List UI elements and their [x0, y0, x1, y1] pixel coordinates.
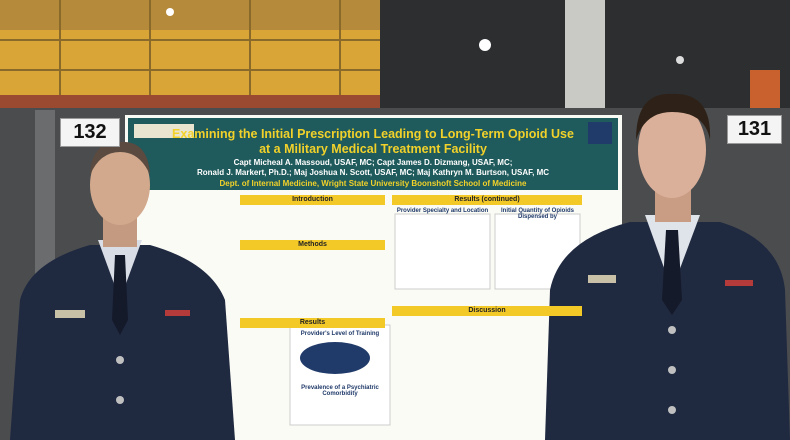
poster-authors: Capt Micheal A. Massoud, USAF, MC; Capt …: [233, 158, 513, 167]
section-header: Results: [240, 318, 385, 328]
chart-title: Initial Quantity of Opioids Dispensed by: [501, 208, 574, 220]
poster-department: Dept. of Internal Medicine, Wright State…: [219, 179, 527, 188]
chart-title: Provider Specialty and Location: [396, 208, 489, 214]
poster-title: Examining the Initial Prescription Leadi…: [172, 127, 574, 141]
chart-title: Prevalence of a Psychiatric Comorbidity: [301, 385, 379, 397]
booth-number: 131: [727, 115, 782, 144]
section-header: Results (continued): [392, 195, 582, 205]
poster-title: at a Military Medical Treatment Facility: [259, 142, 487, 156]
booth-number: 132: [60, 118, 120, 147]
chart-title: Provider's Level of Training: [300, 331, 380, 337]
section-header: Methods: [240, 240, 385, 250]
section-header: Discussion: [392, 306, 582, 316]
poster-authors: Ronald J. Markert, Ph.D.; Maj Joshua N. …: [196, 168, 550, 177]
section-header: Introduction: [240, 195, 385, 205]
